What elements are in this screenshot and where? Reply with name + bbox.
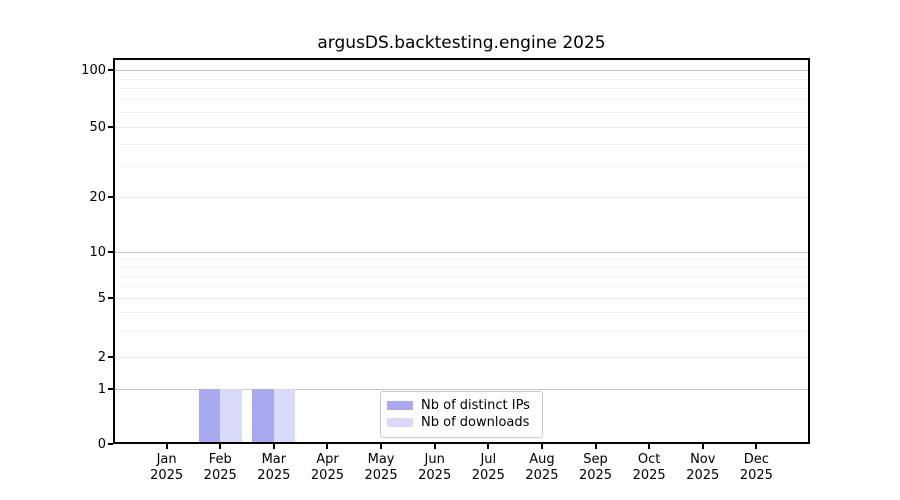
minor-gridline xyxy=(113,312,810,314)
minor-gridline xyxy=(113,144,810,146)
bar-feb-downloads xyxy=(220,389,242,444)
major-gridline xyxy=(113,298,810,299)
x-tick-mark xyxy=(487,444,490,449)
legend-label-downloads: Nb of downloads xyxy=(421,414,530,430)
distinct-ips-swatch-icon xyxy=(387,401,413,410)
x-tick-label: Apr 2025 xyxy=(310,452,344,483)
y-tick-mark xyxy=(108,356,113,358)
x-tick-label: Sep 2025 xyxy=(578,452,613,483)
minor-gridline xyxy=(113,166,810,168)
y-tick-label: 1 xyxy=(97,381,106,397)
plot-frame xyxy=(113,58,810,444)
x-tick-mark xyxy=(594,444,597,449)
x-tick-label: Jul 2025 xyxy=(471,452,505,483)
y-tick-mark xyxy=(108,443,113,445)
legend-label-distinct-ips: Nb of distinct IPs xyxy=(421,397,530,413)
major-gridline xyxy=(113,252,810,253)
y-tick-mark xyxy=(108,196,113,198)
x-tick-mark xyxy=(755,444,758,449)
minor-gridline xyxy=(113,330,810,332)
major-gridline xyxy=(113,197,810,198)
x-tick-label: Feb 2025 xyxy=(203,452,237,483)
x-tick-label: Nov 2025 xyxy=(686,452,720,483)
x-tick-label: Aug 2025 xyxy=(525,452,559,483)
major-gridline xyxy=(113,357,810,358)
x-tick-label: Oct 2025 xyxy=(632,452,666,483)
y-tick-label: 50 xyxy=(89,119,106,135)
legend: Nb of distinct IPs Nb of downloads xyxy=(380,391,543,438)
bar-mar-downloads xyxy=(273,389,296,444)
y-tick-label: 2 xyxy=(97,349,106,365)
minor-gridline xyxy=(113,266,810,268)
y-tick-mark xyxy=(108,251,113,253)
minor-gridline xyxy=(113,275,810,277)
downloads-swatch-icon xyxy=(387,418,413,427)
x-tick-mark xyxy=(701,444,704,449)
major-gridline xyxy=(113,127,810,128)
bar-mar-distinct-ips xyxy=(252,389,274,444)
x-tick-mark xyxy=(165,444,168,449)
x-tick-mark xyxy=(648,444,651,449)
x-tick-label: Dec 2025 xyxy=(739,452,773,483)
legend-row-downloads: Nb of downloads xyxy=(387,414,533,431)
minor-gridline xyxy=(113,112,810,113)
x-tick-label: Jan 2025 xyxy=(150,452,184,483)
minor-gridline xyxy=(113,99,810,101)
minor-gridline xyxy=(113,258,810,260)
x-tick-mark xyxy=(326,444,329,449)
minor-gridline xyxy=(113,285,810,287)
x-tick-label: Jun 2025 xyxy=(418,452,452,483)
chart-title: argusDS.backtesting.engine 2025 xyxy=(317,33,606,53)
x-tick-mark xyxy=(540,444,543,449)
minor-gridline xyxy=(113,88,810,90)
y-tick-label: 100 xyxy=(81,62,106,78)
bar-feb-distinct-ips xyxy=(198,389,221,444)
x-tick-label: Mar 2025 xyxy=(257,452,291,483)
y-tick-mark xyxy=(108,69,113,71)
y-tick-label: 20 xyxy=(89,189,106,205)
y-tick-mark xyxy=(108,297,113,299)
y-tick-label: 0 xyxy=(97,436,106,452)
major-gridline xyxy=(113,70,810,71)
y-tick-mark xyxy=(108,388,113,390)
x-tick-mark xyxy=(380,444,383,449)
y-tick-mark xyxy=(108,126,113,128)
x-tick-mark xyxy=(219,444,222,449)
plot-area xyxy=(113,58,810,444)
y-tick-label: 5 xyxy=(97,290,106,306)
y-tick-label: 10 xyxy=(89,244,106,260)
minor-gridline xyxy=(113,78,810,80)
legend-row-distinct-ips: Nb of distinct IPs xyxy=(387,397,533,414)
x-tick-label: May 2025 xyxy=(364,452,398,483)
x-tick-mark xyxy=(272,444,275,449)
major-gridline xyxy=(113,389,810,390)
x-tick-mark xyxy=(433,444,436,449)
